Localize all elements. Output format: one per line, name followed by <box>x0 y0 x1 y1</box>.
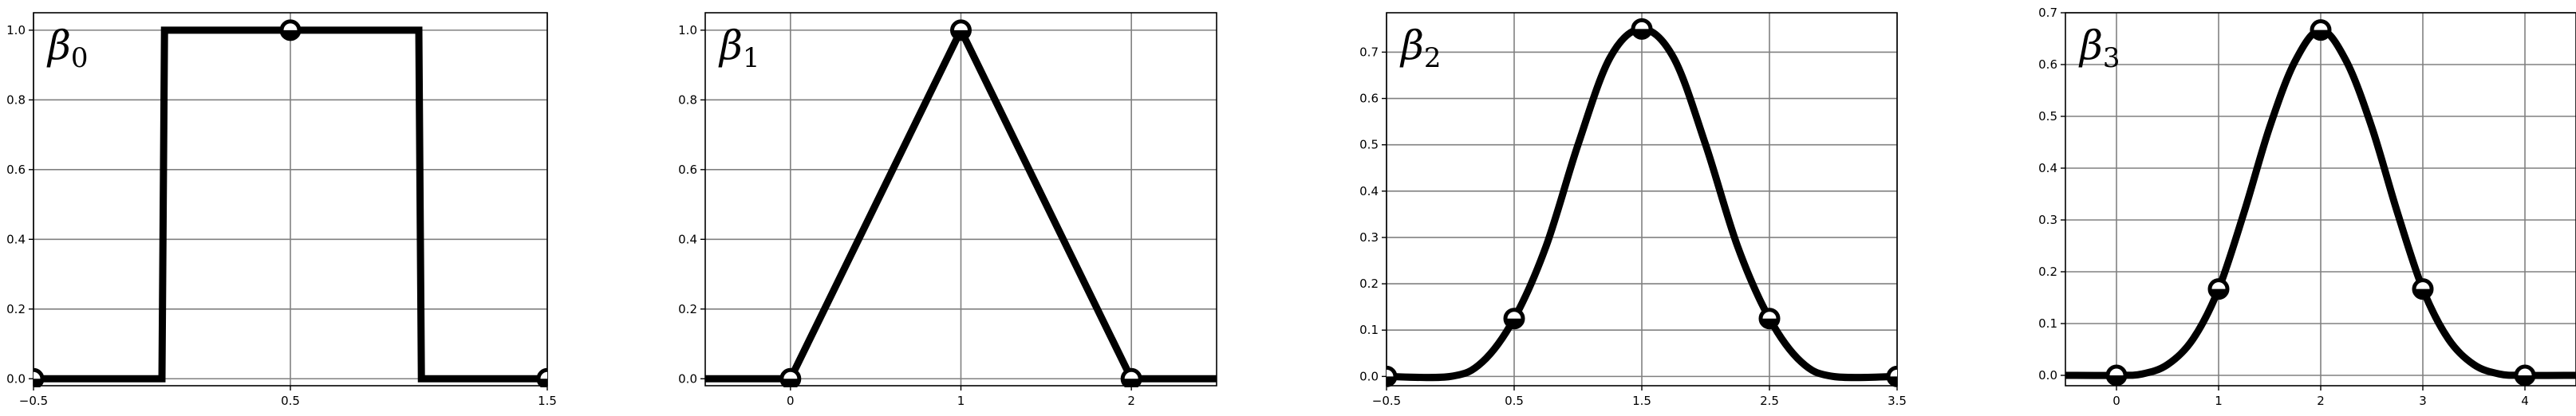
data-point-marker <box>2207 278 2230 300</box>
y-tick-label: 0.3 <box>1359 230 1379 245</box>
y-tick-label: 0.2 <box>678 302 697 316</box>
y-tick-label: 0.2 <box>2038 265 2057 279</box>
chart-title: β3 <box>2078 22 2120 74</box>
data-point-marker <box>950 19 972 41</box>
x-tick-label: 2 <box>2317 394 2325 408</box>
y-tick-label: 0.5 <box>1359 138 1379 152</box>
y-tick-label: 0.8 <box>678 92 697 107</box>
data-point-marker <box>536 367 547 387</box>
y-tick-label: 1.0 <box>6 23 26 37</box>
data-point-marker <box>34 367 45 387</box>
chart-title: β2 <box>1399 22 1442 74</box>
data-point-marker <box>279 19 302 41</box>
y-tick-label: 0.0 <box>678 371 697 386</box>
y-tick-label: 0.6 <box>1359 92 1379 106</box>
chart-panel-3: 0 1 2 3 4 0.0 0.1 0.2 0.3 0.4 0.5 0.6 0.7 β3 <box>2038 6 2576 408</box>
y-tick-label: 0.4 <box>1359 184 1379 198</box>
x-tick-label: 1.5 <box>538 394 557 408</box>
x-tick-label: −0.5 <box>19 394 48 408</box>
data-point-marker <box>779 367 802 387</box>
chart-panel-0: −0.5 0.5 1.5 0.0 0.2 0.4 0.6 0.8 1.0 β0 <box>6 12 557 408</box>
y-tick-label: 0.0 <box>6 371 26 386</box>
y-tick-label: 0.5 <box>2038 109 2057 124</box>
y-tick-label: 0.6 <box>6 163 26 177</box>
y-tick-label: 0.2 <box>6 302 26 316</box>
x-tick-label: 1 <box>2215 394 2223 408</box>
chart-title: β1 <box>718 22 760 74</box>
data-point-marker <box>1387 365 1398 387</box>
data-point-marker <box>2514 364 2536 387</box>
y-tick-label: 0.6 <box>678 163 697 177</box>
x-tick-label: 2 <box>1127 394 1135 408</box>
y-tick-label: 0.0 <box>2038 368 2057 383</box>
data-point-marker <box>1758 308 1781 330</box>
y-tick-label: 1.0 <box>678 23 697 37</box>
x-tick-label: 4 <box>2521 394 2529 408</box>
y-tick-label: 0.7 <box>1359 45 1379 59</box>
chart-panel-2: −0.5 0.5 1.5 2.5 3.5 0.0 0.1 0.2 0.3 0.4 0.5 0.6 0.7… <box>1359 12 1907 408</box>
y-tick-label: 0.2 <box>1359 277 1379 291</box>
y-tick-label: 0.6 <box>2038 57 2057 72</box>
y-tick-label: 0.1 <box>1359 323 1379 337</box>
data-point-marker <box>2412 278 2434 300</box>
x-tick-label: 0.5 <box>1505 394 1524 408</box>
data-point-marker <box>1886 365 1897 387</box>
x-tick-label: 1.5 <box>1632 394 1651 408</box>
x-tick-label: −0.5 <box>1372 394 1401 408</box>
data-point-marker <box>1631 18 1653 40</box>
y-tick-label: 0.3 <box>2038 213 2057 227</box>
y-tick-label: 0.1 <box>2038 316 2057 331</box>
chart-title: β0 <box>46 22 89 74</box>
chart-panel-1: 0 1 2 0.0 0.2 0.4 0.6 0.8 1.0 β1 <box>678 12 1217 408</box>
y-tick-label: 0.4 <box>6 232 26 246</box>
x-tick-label: 0 <box>2112 394 2120 408</box>
data-point-marker <box>1503 308 1525 330</box>
x-tick-label: 3 <box>2419 394 2427 408</box>
data-point-marker <box>2105 364 2128 387</box>
x-tick-label: 3.5 <box>1888 394 1907 408</box>
y-tick-label: 0.4 <box>678 232 697 246</box>
data-point-marker <box>1120 367 1142 387</box>
y-tick-label: 0.4 <box>2038 161 2057 175</box>
y-tick-label: 0.8 <box>6 92 26 107</box>
x-tick-label: 1 <box>957 394 965 408</box>
y-tick-label: 0.0 <box>1359 369 1379 383</box>
x-tick-label: 0 <box>787 394 795 408</box>
x-tick-label: 0.5 <box>281 394 300 408</box>
data-point-marker <box>2310 19 2332 41</box>
x-tick-label: 2.5 <box>1760 394 1779 408</box>
y-tick-label: 0.7 <box>2038 6 2057 20</box>
